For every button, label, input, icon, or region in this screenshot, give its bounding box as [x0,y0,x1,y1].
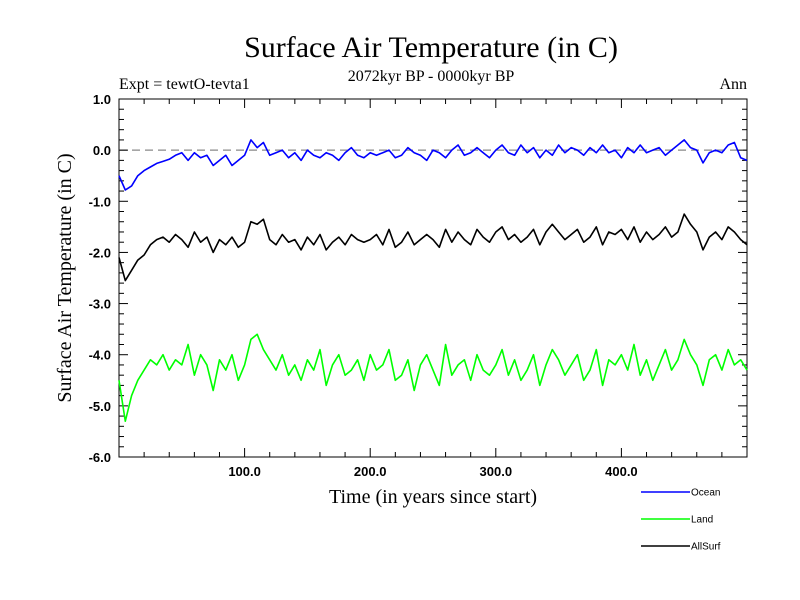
y-tick-label: -6.0 [89,450,111,465]
y-tick-label: -3.0 [89,297,111,312]
legend-label-allsurf: AllSurf [691,542,721,553]
y-tick-label: -2.0 [89,245,111,260]
series-line-land [118,333,748,423]
series-line-allsurf [118,213,748,282]
legend-label-ocean: Ocean [691,488,720,499]
x-tick-label: 100.0 [228,464,261,479]
series-lines [118,139,748,423]
legend-label-land: Land [691,515,713,526]
experiment-label: Expt = tewtO-tevta1 [119,76,250,93]
x-tick-label: 200.0 [354,464,387,479]
x-axis-title: Time (in years since start) [329,486,537,508]
plot-frame [118,98,748,458]
series-line-ocean [118,139,748,191]
x-tick-label: 300.0 [480,464,513,479]
y-tick-label: -1.0 [89,194,111,209]
axis-ticks: 1.0 0.0 -1.0 -2.0 -3.0 -4.0 -5.0 -6.0 100.0 200.0… [89,92,747,479]
period-label: 2072kyr BP - 0000kyr BP [348,68,515,85]
plot-area: 1.0 0.0 -1.0 -2.0 -3.0 -4.0 -5.0 -6.0 100.0 200.0… [89,92,748,479]
y-tick-label: 0.0 [93,143,111,158]
y-tick-label: 1.0 [93,92,111,107]
chart-title: Surface Air Temperature (in C) [244,31,618,64]
season-label: Ann [719,76,747,93]
x-tick-label: 400.0 [605,464,638,479]
y-tick-label: -4.0 [89,348,111,363]
y-tick-label: -5.0 [89,399,111,414]
y-axis-title: Surface Air Temperature (in C) [54,153,76,402]
legend: Ocean Land AllSurf [641,488,721,553]
